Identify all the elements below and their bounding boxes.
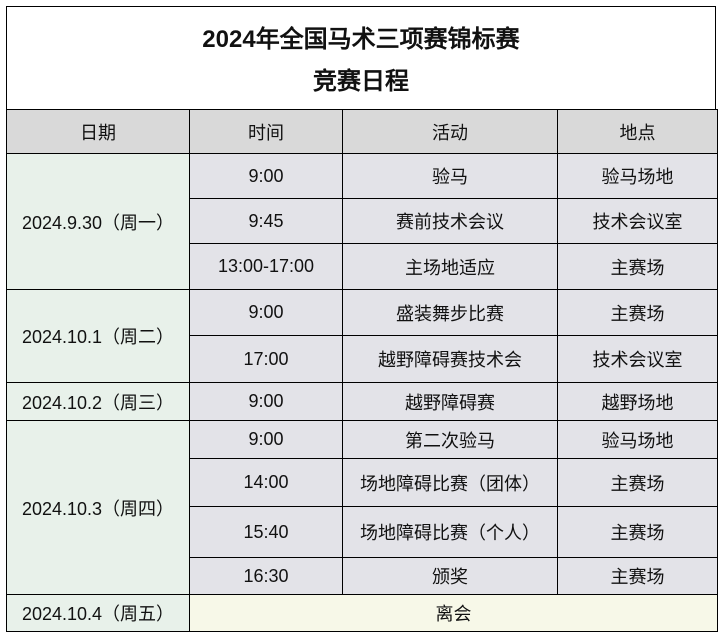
place-cell: 主赛场 [557,243,718,290]
time-cell: 13:00-17:00 [189,243,343,290]
header-row: 日期 时间 活动 地点 [6,109,718,154]
date-cell: 2024.10.1（周二） [6,289,190,383]
date-cell: 2024.10.3（周四） [6,420,190,595]
place-cell: 主赛场 [557,506,718,558]
place-cell: 主赛场 [557,289,718,336]
time-cell: 9:00 [189,289,343,336]
activity-cell: 场地障碍比赛（团体） [342,458,558,507]
header-time: 时间 [189,109,343,154]
date-cell: 2024.9.30（周一） [6,153,190,290]
time-cell: 17:00 [189,335,343,383]
place-cell: 验马场地 [557,153,718,199]
activity-cell: 第二次验马 [342,420,558,459]
merged-activity-cell: 离会 [189,594,718,632]
table-row: 2024.10.2（周三） 9:00 越野障碍赛 越野场地 [6,382,718,421]
place-cell: 技术会议室 [557,198,718,244]
place-cell: 主赛场 [557,458,718,507]
place-cell: 越野场地 [557,382,718,421]
schedule-document: 2024年全国马术三项赛锦标赛 竞赛日程 日期 时间 活动 地点 2024.9.… [6,6,718,632]
place-cell: 验马场地 [557,420,718,459]
table-row: 9:45 赛前技术会议 技术会议室 [7,198,718,244]
time-cell: 9:00 [189,420,343,459]
header-activity: 活动 [342,109,558,154]
time-cell: 15:40 [189,506,343,558]
header-date: 日期 [6,109,190,154]
table-row: 15:40 场地障碍比赛（个人） 主赛场 [7,506,718,558]
table-row: 2024.10.1（周二） 9:00 盛装舞步比赛 主赛场 [6,289,718,383]
table-row: 2024.10.4（周五） 离会 [6,594,718,632]
table-row: 14:00 场地障碍比赛（团体） 主赛场 [7,458,718,507]
table-row: 17:00 越野障碍赛技术会 技术会议室 [7,335,718,383]
activity-cell: 颁奖 [342,557,558,595]
place-cell: 主赛场 [557,557,718,595]
activity-cell: 越野障碍赛 [342,382,558,421]
activity-cell: 主场地适应 [342,243,558,290]
place-cell: 技术会议室 [557,335,718,383]
document-title: 2024年全国马术三项赛锦标赛 [202,26,520,53]
header-place: 地点 [557,109,718,154]
table-row: 2024.10.3（周四） 9:00 第二次验马 验马场地 [6,420,718,595]
title-block: 2024年全国马术三项赛锦标赛 竞赛日程 [6,6,716,109]
date-cell: 2024.10.4（周五） [6,594,190,632]
time-cell: 14:00 [189,458,343,507]
time-cell: 9:45 [189,198,343,244]
activity-cell: 验马 [342,153,558,199]
activity-cell: 越野障碍赛技术会 [342,335,558,383]
activity-cell: 场地障碍比赛（个人） [342,506,558,558]
activity-cell: 赛前技术会议 [342,198,558,244]
date-cell: 2024.10.2（周三） [6,382,190,421]
time-cell: 16:30 [189,557,343,595]
table-row: 2024.9.30（周一） 9:00 验马 验马场地 [6,153,718,290]
schedule-table: 日期 时间 活动 地点 2024.9.30（周一） 9:00 验马 验马场地 9:45 赛… [6,109,718,632]
time-cell: 9:00 [189,382,343,421]
document-subtitle: 竞赛日程 [313,68,409,95]
time-cell: 9:00 [189,153,343,199]
activity-cell: 盛装舞步比赛 [342,289,558,336]
table-row: 13:00-17:00 主场地适应 主赛场 [7,243,718,290]
